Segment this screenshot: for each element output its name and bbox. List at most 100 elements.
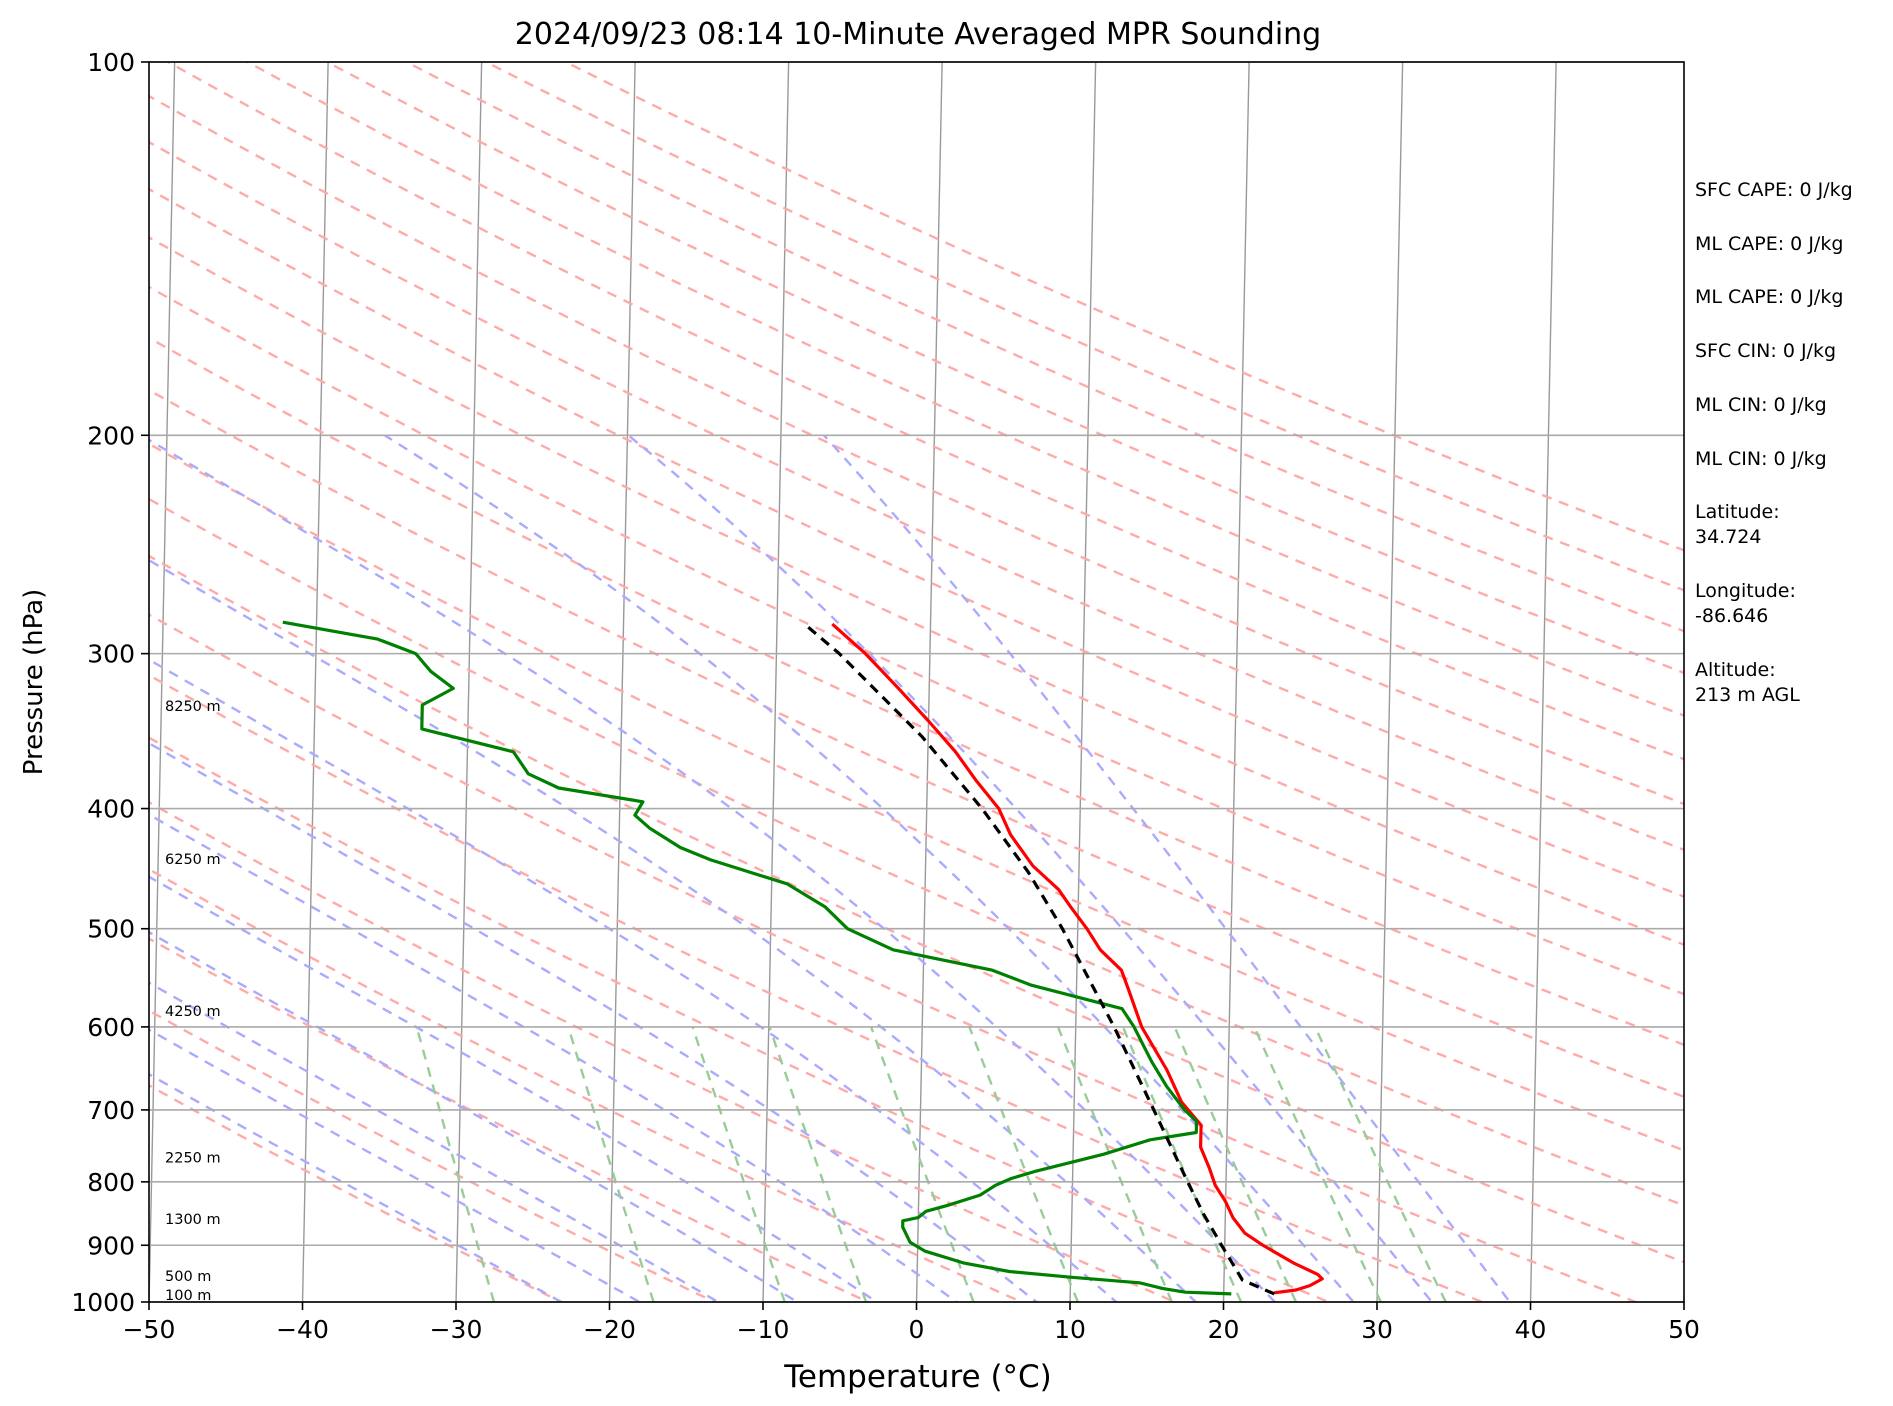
ml-cape-text-2-line: ML CAPE: 0 J/kg (1695, 286, 1844, 308)
x-tick-label: 10 (1054, 1315, 1086, 1344)
dry-adiabat (149, 140, 1684, 852)
isotherm (1376, 62, 1404, 1302)
moist-adiabat (823, 434, 1512, 1302)
x-tick-label: 20 (1208, 1315, 1240, 1344)
y-tick-label: 800 (87, 1168, 135, 1197)
moist-adiabat (149, 658, 1119, 1302)
y-tick-label: 200 (87, 421, 135, 450)
x-tick-label: 0 (909, 1315, 925, 1344)
height-label: 4250 m (165, 1004, 221, 1020)
isotherm (915, 62, 943, 1302)
moist-adiabat (149, 930, 800, 1302)
x-tick-label: −20 (583, 1315, 636, 1344)
dry-adiabat (149, 613, 1639, 1302)
dry-adiabat (149, 801, 1179, 1302)
y-tick-label: 400 (87, 795, 135, 824)
moist-adiabat (149, 1072, 564, 1302)
height-label: 100 m (165, 1288, 211, 1304)
dewpoint-profile (282, 620, 1232, 1296)
height-labels: 8250 m 6250 m 4250 m 2250 m 1300 m 500 m 100 m (165, 699, 221, 1304)
altitude-text-line: 213 m AGL (1695, 684, 1800, 706)
ml-cape-text: ML CAPE: 0 J/kg (1695, 232, 1843, 257)
dry-adiabat (165, 62, 1684, 761)
mixing-ratio-line (415, 1026, 496, 1302)
mixing-ratio-line (1121, 1026, 1243, 1302)
mixing-ratio-line (691, 1026, 786, 1302)
height-label: 1300 m (165, 1212, 221, 1228)
dry-adiabat (404, 62, 1684, 633)
y-tick-label: 100 (87, 48, 135, 77)
moist-adiabat (149, 438, 1277, 1302)
y-axis-label: Pressure (hPa) (19, 589, 49, 776)
y-tick-label: 900 (87, 1231, 135, 1260)
dry-adiabat (149, 187, 1684, 898)
dry-adiabat (149, 673, 1486, 1302)
longitude-text-line: Longitude: (1695, 580, 1796, 602)
isotherm (1222, 62, 1250, 1302)
height-label: 2250 m (165, 1151, 221, 1167)
x-tick-label: 40 (1515, 1315, 1547, 1344)
height-label: 8250 m (165, 699, 221, 715)
altitude-text-line: Altitude: (1695, 659, 1776, 681)
mixing-ratio-line (1253, 1026, 1382, 1302)
x-tick-label: 30 (1361, 1315, 1393, 1344)
dry-adiabat (149, 236, 1684, 947)
dry-adiabat (149, 937, 871, 1302)
sfc-cape-text: SFC CAPE: 0 J/kg (1695, 178, 1853, 203)
x-tick-label: −30 (430, 1315, 483, 1344)
sfc-cin-text-line: SFC CIN: 0 J/kg (1695, 340, 1837, 362)
y-tick-label: 500 (87, 915, 135, 944)
latitude-text-line: Latitude: (1695, 501, 1780, 523)
y-tick-label: 300 (87, 640, 135, 669)
dry-adiabat (149, 94, 1684, 806)
ml-cin-text-2: ML CIN: 0 J/kg (1695, 447, 1827, 472)
isotherm (455, 62, 483, 1302)
height-label: 500 m (165, 1269, 211, 1285)
ml-cape-text-line: ML CAPE: 0 J/kg (1695, 233, 1844, 255)
dry-adiabat (149, 497, 1684, 1207)
latitude-text: Latitude: 34.724 (1695, 500, 1780, 550)
ml-cin-text-line: ML CIN: 0 J/kg (1695, 394, 1827, 416)
dry-adiabat (149, 554, 1684, 1264)
dry-adiabat (483, 62, 1684, 592)
x-tick-label: −10 (737, 1315, 790, 1344)
chart-title: 2024/09/23 08:14 10-Minute Averaged MPR … (515, 17, 1321, 52)
isotherm (762, 62, 790, 1302)
moist-adiabat (149, 741, 1039, 1302)
sfc-cin-text: SFC CIN: 0 J/kg (1695, 339, 1836, 364)
y-tick-label: 600 (87, 1013, 135, 1042)
x-tick-label: −50 (123, 1315, 176, 1344)
ml-cin-text: ML CIN: 0 J/kg (1695, 393, 1827, 418)
dry-adiabat (149, 1009, 718, 1302)
altitude-text: Altitude: 213 m AGL (1695, 658, 1800, 708)
isotherm (608, 62, 636, 1302)
moist-adiabat (627, 434, 1434, 1302)
x-axis-label: Temperature (°C) (783, 1359, 1052, 1395)
dry-adiabat (149, 388, 1684, 1099)
dry-adiabat (245, 62, 1684, 717)
y-axis-ticks: 1000 900 800 700 600 500 400 300 200 100 (71, 48, 149, 1317)
x-axis-ticks: −50 −40 −30 −20 −10 0 10 20 30 40 50 (123, 1302, 1700, 1344)
latitude-text-line: 34.724 (1695, 526, 1762, 548)
x-tick-label: −40 (276, 1315, 329, 1344)
moist-adiabat (384, 434, 1356, 1302)
dry-adiabat (149, 336, 1684, 1047)
moist-adiabat (149, 813, 959, 1302)
temperature-profile (831, 622, 1324, 1295)
sounding-profiles (282, 620, 1324, 1296)
x-tick-label: 50 (1668, 1315, 1700, 1344)
isotherm (1837, 34, 1864, 1328)
sfc-cape-text-line: SFC CAPE: 0 J/kg (1695, 179, 1853, 201)
isotherm (1069, 62, 1097, 1302)
isotherm (301, 62, 329, 1302)
moist-adiabat (149, 558, 1198, 1302)
dry-adiabat (149, 442, 1684, 1152)
isotherm (1529, 62, 1557, 1302)
dry-adiabat (149, 285, 1684, 996)
dry-adiabat (149, 867, 1025, 1302)
ml-cin-text-2-line: ML CIN: 0 J/kg (1695, 448, 1827, 470)
parcel-profile (803, 622, 1275, 1296)
height-label: 6250 m (165, 852, 221, 868)
background-lines (149, 34, 1864, 1328)
